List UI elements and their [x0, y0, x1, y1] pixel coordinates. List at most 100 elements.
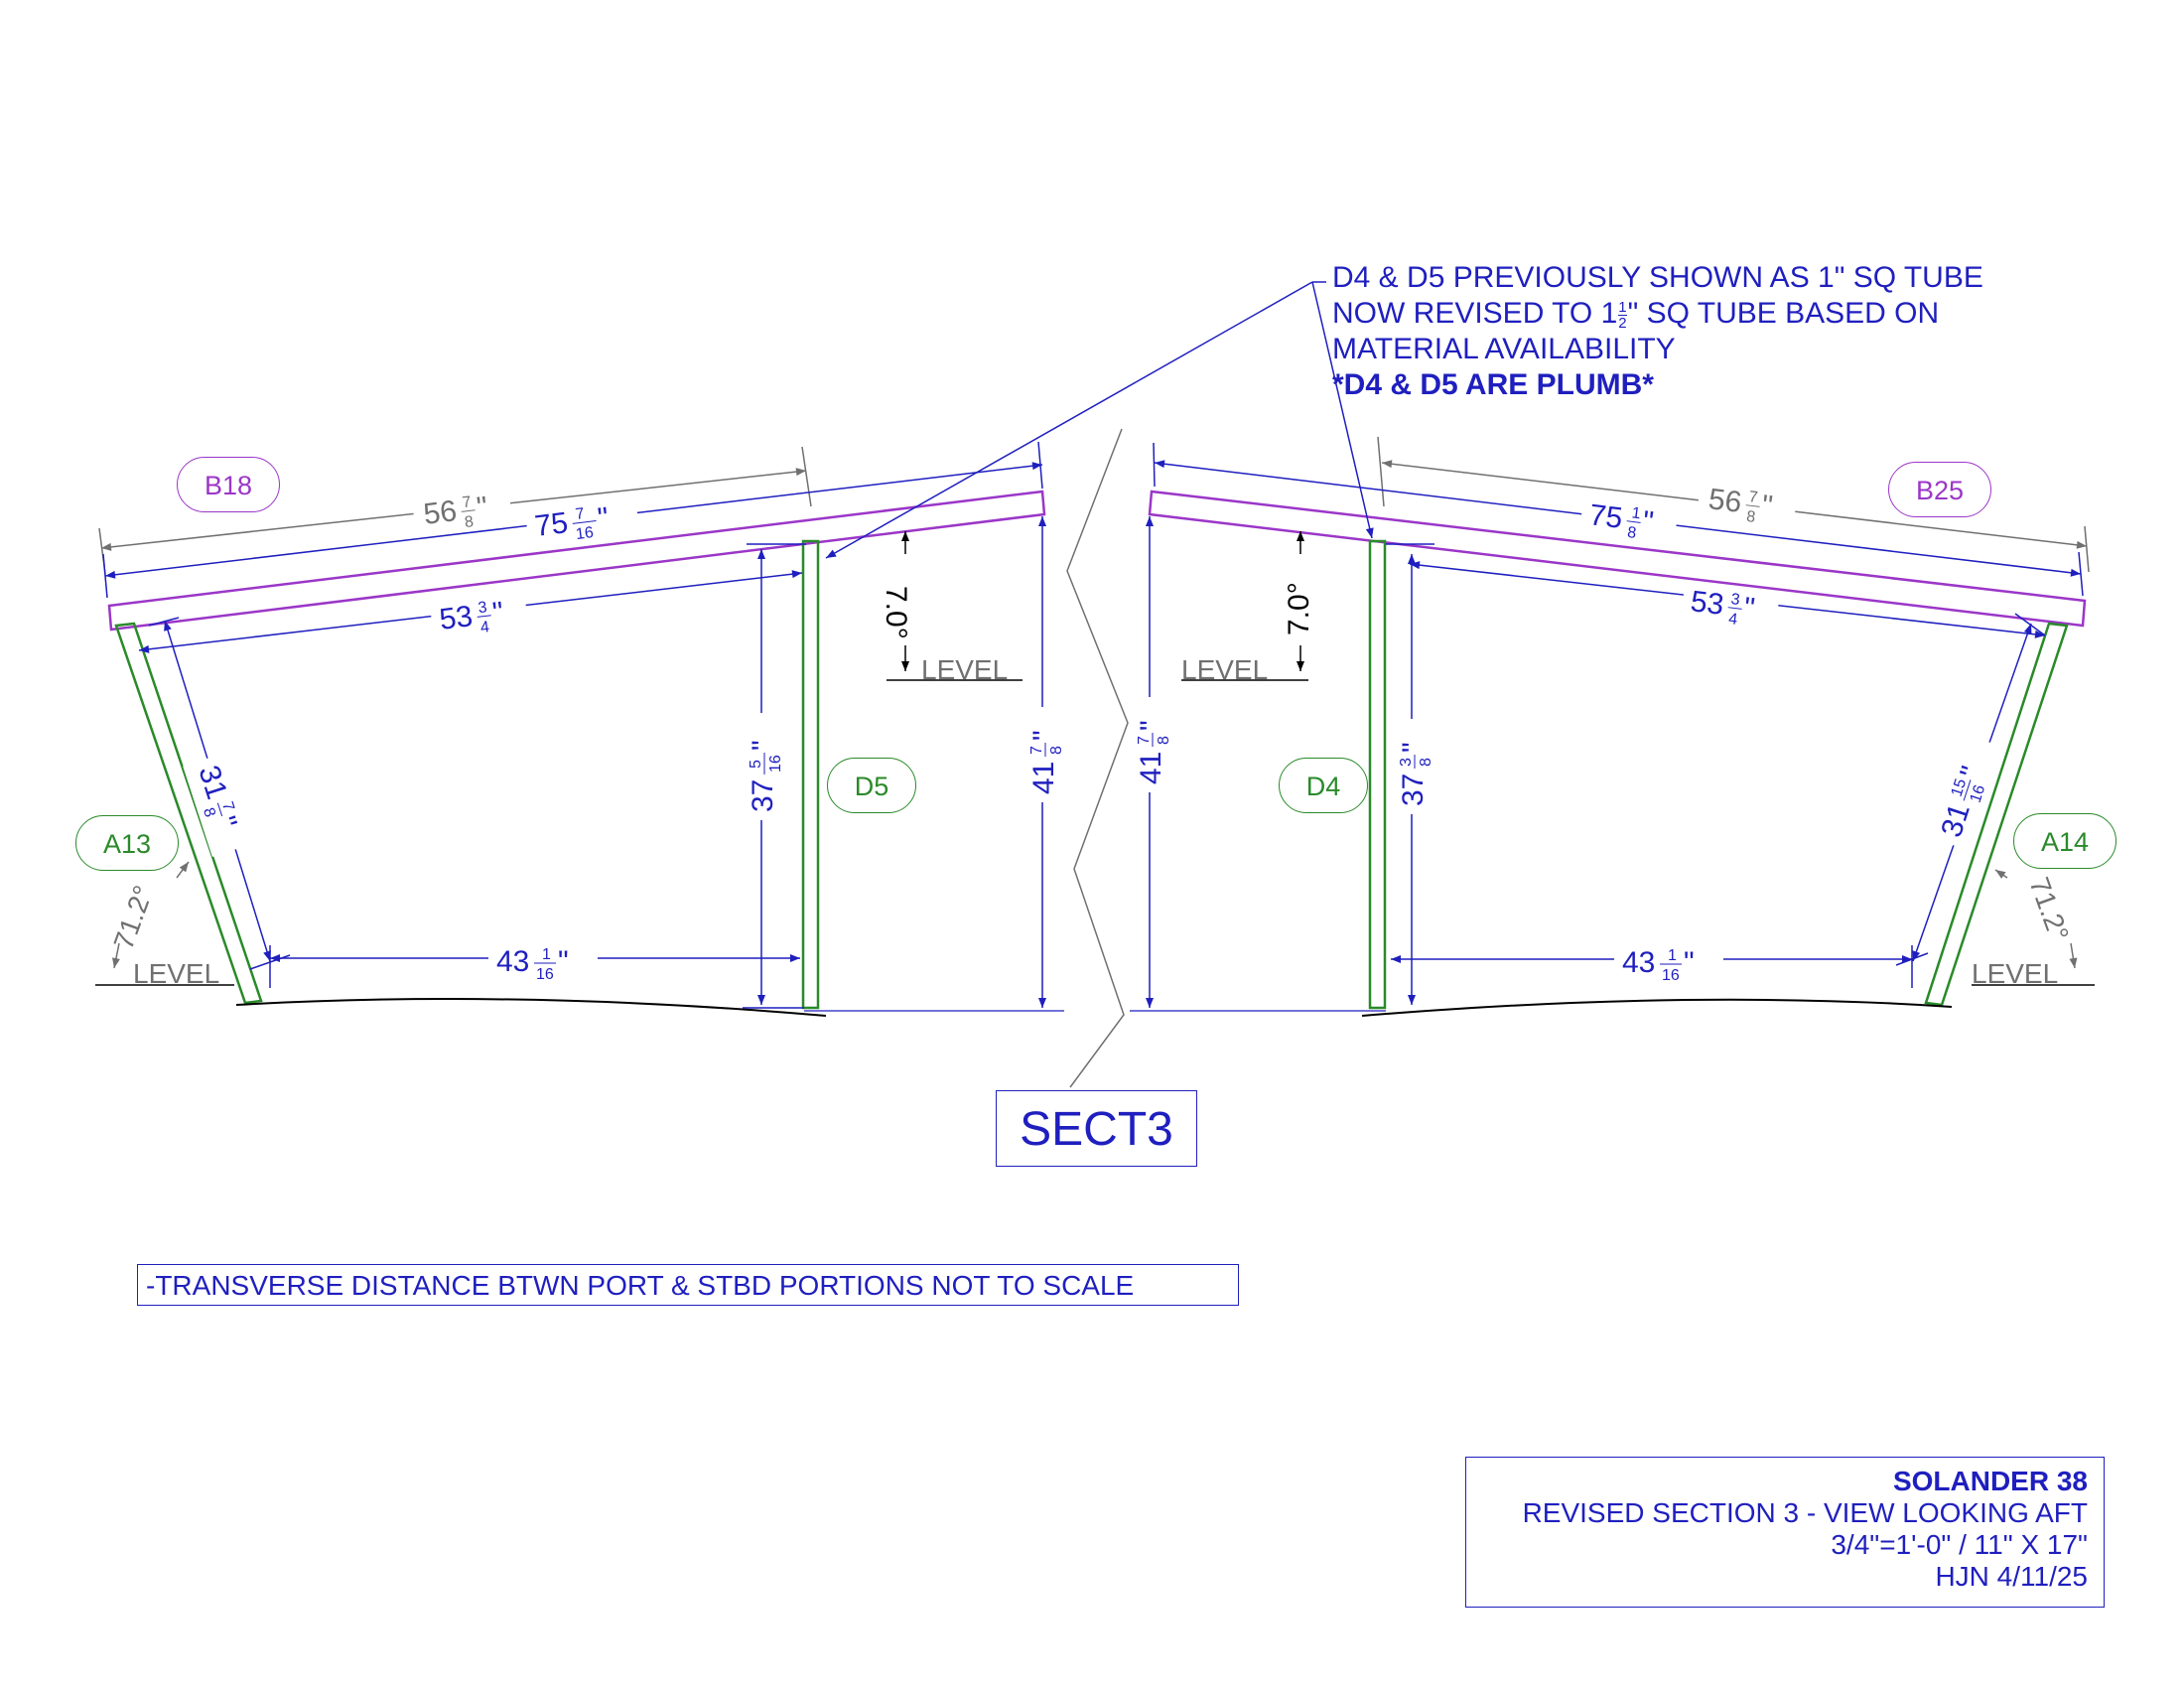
dim-56-stbd: 56 7 8 " [1696, 478, 1799, 531]
break-line [1066, 428, 1129, 1088]
stbd-angle-top [1181, 531, 1308, 681]
svg-text:": " [490, 596, 505, 630]
svg-text:7: 7 [1136, 736, 1153, 745]
revision-note: D4 & D5 PREVIOUSLY SHOWN AS 1" SQ TUBE N… [1332, 260, 1983, 403]
svg-text:4: 4 [479, 619, 490, 636]
svg-text:7: 7 [1748, 489, 1759, 506]
tag-a14: A14 [2013, 813, 2116, 869]
svg-text:": " [1397, 742, 1430, 753]
tag-d4: D4 [1279, 758, 1368, 813]
dim-53-stbd: 53 3 4 " [1680, 580, 1781, 635]
svg-text:": " [596, 501, 611, 535]
svg-text:5: 5 [748, 760, 764, 769]
svg-text:53: 53 [438, 600, 475, 636]
svg-text:56: 56 [422, 494, 459, 531]
svg-text:8: 8 [464, 513, 475, 531]
svg-text:43: 43 [496, 945, 529, 978]
svg-text:75: 75 [533, 506, 570, 543]
svg-text:4: 4 [1727, 611, 1738, 629]
tag-d5: D5 [827, 758, 916, 813]
dim-53-port: 53 3 4 " [429, 589, 530, 644]
dim-43-stbd: 43 1 16 " [1614, 942, 1723, 988]
dim-75-stbd: 75 1 8 " [1578, 493, 1680, 549]
svg-text:16: 16 [575, 524, 595, 543]
note-line-4: *D4 & D5 ARE PLUMB* [1332, 368, 1654, 401]
svg-text:7: 7 [1028, 746, 1045, 755]
dim-41-stbd: 41 7 8 " [1131, 697, 1174, 792]
tag-a13: A13 [75, 815, 179, 871]
footnote-not-to-scale: -TRANSVERSE DISTANCE BTWN PORT & STBD PO… [137, 1264, 1239, 1306]
level-label-port-top: LEVEL [921, 654, 1008, 685]
stbd-frame [1130, 490, 2087, 1017]
svg-text:3: 3 [478, 599, 488, 617]
angle-7-port: 7.0° [880, 586, 912, 639]
note-line-1: D4 & D5 PREVIOUSLY SHOWN AS 1" SQ TUBE [1332, 261, 1983, 294]
svg-text:": " [1641, 505, 1656, 539]
svg-text:8: 8 [1048, 746, 1065, 755]
title-block-name: SOLANDER 38 [1892, 1466, 2088, 1496]
svg-text:7: 7 [462, 493, 473, 511]
svg-text:7: 7 [575, 505, 586, 523]
svg-text:": " [1760, 490, 1775, 523]
title-block-scale: 3/4"=1'-0" / 11" X 17" [1831, 1529, 2088, 1560]
tag-b18: B18 [177, 457, 280, 512]
dim-31-port: 31 7 8 " [183, 753, 254, 858]
svg-text:8: 8 [1626, 524, 1637, 542]
angle-7-stbd: 7.0° [1283, 582, 1315, 635]
floor-line-port [235, 998, 827, 1017]
title-block-title: REVISED SECTION 3 - VIEW LOOKING AFT [1522, 1497, 2088, 1528]
svg-text:43: 43 [1622, 946, 1655, 979]
title-block-date: HJN 4/11/25 [1935, 1561, 2088, 1592]
angle-71-stbd: 71.2° [2023, 873, 2075, 944]
post-d5 [801, 539, 820, 1010]
note-line-2: NOW REVISED TO 1 1 2 " SQ TUBE BASED ON [1332, 297, 1940, 332]
dim-56-port: 56 7 8 " [411, 484, 513, 538]
svg-text:8: 8 [1745, 508, 1756, 526]
svg-text:3: 3 [1730, 591, 1741, 609]
dim-37-stbd: 37 3 8 " [1393, 719, 1436, 814]
level-label-port-bottom: LEVEL [133, 958, 219, 989]
svg-text:16: 16 [1968, 782, 1989, 804]
svg-text:": " [1684, 946, 1695, 979]
title-block: SOLANDER 38 REVISED SECTION 3 - VIEW LOO… [1465, 1457, 2105, 1608]
svg-text:": " [1027, 730, 1060, 741]
svg-text:16: 16 [1662, 967, 1680, 984]
svg-text:1: 1 [1668, 947, 1677, 964]
note-line-3: MATERIAL AVAILABILITY [1332, 333, 1676, 365]
svg-text:15: 15 [1949, 776, 1971, 798]
port-frame [107, 490, 1064, 1017]
svg-text:": " [475, 491, 489, 524]
post-d4 [1368, 539, 1387, 1010]
dim-43-port: 43 1 16 " [488, 941, 598, 987]
level-label-stbd-top: LEVEL [1181, 654, 1268, 685]
svg-text:16: 16 [536, 966, 554, 983]
port-angle-side [95, 861, 234, 986]
floor-line-stbd [1361, 998, 1953, 1017]
svg-text:": " [747, 740, 779, 751]
svg-text:8: 8 [1156, 736, 1172, 745]
svg-text:41: 41 [1027, 762, 1060, 794]
svg-text:41: 41 [1135, 752, 1167, 784]
dim-75-port: 75 7 16 " [524, 493, 640, 551]
dim-37-port: 37 5 16 " [743, 713, 786, 820]
svg-text:": " [1135, 720, 1167, 731]
svg-text:": " [558, 945, 569, 978]
stbd-dim-text: 56 7 8 " 75 1 8 " 53 3 4 " 3 1 15 16 [1131, 478, 2075, 989]
svg-text:37: 37 [747, 779, 779, 812]
dim-41-port: 41 7 8 " [1024, 707, 1067, 802]
svg-text:": " [1742, 592, 1757, 626]
note-leaders [825, 281, 1374, 559]
svg-text:56: 56 [1706, 483, 1743, 519]
level-label-stbd-bottom: LEVEL [1972, 958, 2058, 989]
svg-text:1: 1 [1631, 504, 1642, 522]
svg-text:53: 53 [1689, 585, 1725, 622]
svg-text:16: 16 [767, 755, 784, 773]
dim-31-stbd: 31 15 16 " [1928, 733, 2004, 851]
port-angle-top [887, 531, 1023, 681]
svg-text:8: 8 [1418, 758, 1434, 767]
svg-text:1: 1 [542, 946, 551, 963]
section-label: SECT3 [996, 1090, 1197, 1167]
angle-71-port: 71.2° [108, 882, 160, 953]
